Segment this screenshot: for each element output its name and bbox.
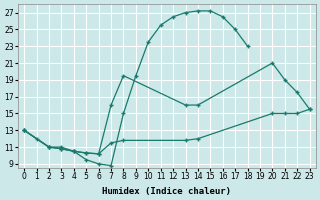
X-axis label: Humidex (Indice chaleur): Humidex (Indice chaleur) [102, 187, 231, 196]
